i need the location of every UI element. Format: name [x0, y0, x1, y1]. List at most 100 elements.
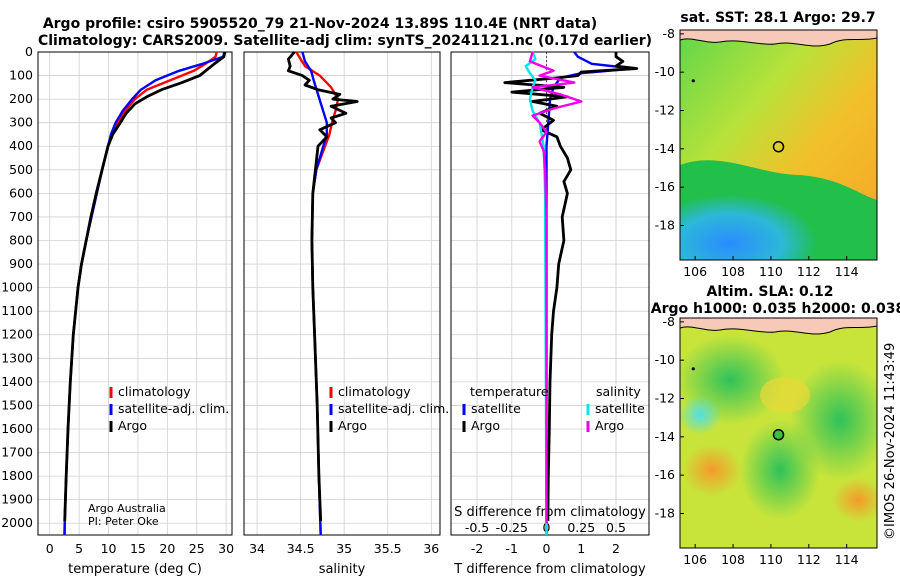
sla-frame [679, 317, 878, 549]
map-x-tick-label: 112 [797, 264, 821, 279]
temperature-panel: 0 5 10 15 20 25 300100200300400500600700800900… [1, 44, 234, 577]
sla-map-title: Altim. SLA: 0.12 [706, 284, 833, 300]
credit-pi: PI: Peter Oke [88, 515, 159, 528]
y-tick-label: 700 [9, 209, 33, 224]
x-tick-label: 15 [130, 541, 146, 556]
sla-low-south [740, 420, 820, 520]
argo-location-marker [772, 140, 785, 153]
y-tick-label: 200 [9, 91, 33, 106]
x-tick-label: 36 [423, 541, 439, 556]
series-climatology [63, 51, 218, 536]
x-tick-label: 1 [577, 541, 585, 556]
x-tick-label: 10 [101, 541, 117, 556]
legend-satellite: satellite-adj. clim. [338, 401, 449, 416]
x-tick-label: -2 [471, 541, 483, 556]
sst-frame [679, 29, 878, 261]
series-s-argo [528, 51, 583, 524]
sst-map-title: sat. SST: 28.1 Argo: 29.7 [680, 10, 875, 26]
series-satellite [301, 51, 328, 536]
x-axis-label: salinity [319, 562, 366, 577]
y-tick-label: 1300 [1, 350, 33, 365]
y-tick-label: 800 [9, 232, 33, 247]
difference-legend: temperature satellite Argo salinity sate… [462, 384, 645, 433]
legend-t-argo: Argo [471, 418, 500, 433]
map-y-tick-label: -10 [655, 352, 675, 367]
map-y-tick-label: -14 [655, 429, 675, 444]
plot-frame [450, 51, 650, 536]
map-x-tick-label: 114 [835, 264, 859, 279]
map-x-tick-label: 112 [797, 552, 821, 567]
argo-location-marker [772, 428, 785, 441]
difference-panel: -2 -1 0 1 2-0.5 -0.25 0 0.25 0.5S difference fro… [450, 51, 650, 577]
x-tick-label: 30 [218, 541, 234, 556]
x-tick-label: 0 [46, 541, 54, 556]
x-tick-label: 5 [75, 541, 83, 556]
x-tick-label: 0 [543, 541, 551, 556]
x-axis-label: T difference from climatology [453, 562, 646, 577]
x-axis-label: temperature (deg C) [68, 562, 202, 577]
series-argo [287, 51, 359, 521]
x-tick-label: 35 [336, 541, 352, 556]
y-tick-label: 1200 [1, 327, 33, 342]
christmas-island [691, 367, 695, 371]
title-line-1: Argo profile: csiro 5905520_79 21-Nov-20… [43, 16, 597, 32]
salinity-legend: climatology satellite-adj. clim. Argo [329, 384, 449, 433]
y-tick-label: 1400 [1, 374, 33, 389]
map-y-tick-label: -12 [655, 103, 675, 118]
legend-salinity-title: salinity [596, 384, 641, 399]
timestamp: ©IMOS 26-Nov-2024 11:43:49 [883, 343, 898, 540]
legend-argo: Argo [338, 418, 367, 433]
plot-frame [37, 51, 233, 536]
x-tick-label: 34 [249, 541, 265, 556]
y-tick-label: 1500 [1, 397, 33, 412]
x-tick-label: 2 [612, 541, 620, 556]
sst-cold-pool [680, 150, 877, 260]
series-argo [63, 51, 227, 521]
christmas-island [691, 79, 695, 83]
y-tick-label: 1800 [1, 468, 33, 483]
y-tick-label: 1100 [1, 303, 33, 318]
x-tick-label: -1 [506, 541, 518, 556]
sst-land-java [680, 30, 877, 47]
x-tick-label: 34.5 [287, 541, 315, 556]
legend-argo: Argo [118, 418, 147, 433]
legend-satellite: satellite-adj. clim. [118, 401, 229, 416]
credit-org: Argo Australia [88, 502, 166, 515]
x-tick-label: 20 [159, 541, 175, 556]
sla-yellow-patch [760, 377, 810, 413]
legend-s-satellite: satellite [595, 401, 645, 416]
series-s-satellite [524, 51, 548, 536]
map-x-tick-label: 106 [683, 552, 707, 567]
y-tick-label: 500 [9, 162, 33, 177]
s-tick-label: 0.25 [567, 520, 595, 535]
legend-t-satellite: satellite [471, 401, 521, 416]
y-tick-label: 300 [9, 115, 33, 130]
y-tick-label: 0 [25, 44, 33, 59]
y-tick-label: 1700 [1, 445, 33, 460]
map-x-tick-label: 108 [721, 264, 745, 279]
plot-frame [243, 51, 441, 536]
sst-axes: 106 108 110 112 114 -8 -10 -12 -14 -16 -18 [655, 26, 859, 279]
sla-high-west [682, 444, 742, 496]
map-y-tick-label: -18 [655, 218, 675, 233]
y-tick-label: 600 [9, 185, 33, 200]
y-tick-label: 1000 [1, 280, 33, 295]
map-y-tick-label: -16 [655, 467, 675, 482]
s-axis-label: S difference from climatology [454, 505, 646, 520]
sla-cyan-eddy [680, 395, 722, 435]
y-tick-label: 1600 [1, 421, 33, 436]
y-tick-label: 100 [9, 68, 33, 83]
map-y-tick-label: -14 [655, 141, 675, 156]
map-y-tick-label: -18 [655, 506, 675, 521]
x-tick-label: 35.5 [374, 541, 402, 556]
title-line-2: Climatology: CARS2009. Satellite-adj cli… [38, 33, 652, 49]
sla-map: Altim. SLA: 0.12 Argo h1000: 0.035 h2000… [651, 284, 900, 567]
sla-axes: 106 108 110 112 114 -8 -10 -12 -14 -16 -18 [655, 314, 859, 567]
map-x-tick-label: 110 [759, 264, 783, 279]
sla-land-java [680, 318, 877, 335]
legend-climatology: climatology [338, 384, 411, 399]
map-x-tick-label: 106 [683, 264, 707, 279]
legend-climatology: climatology [118, 384, 191, 399]
series-t-satellite [545, 51, 635, 535]
